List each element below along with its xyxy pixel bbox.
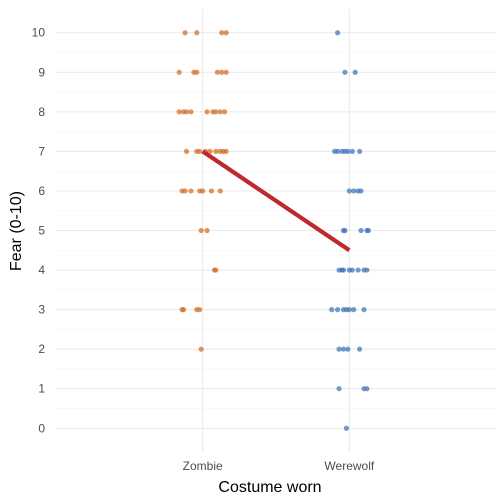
data-point-zombie — [198, 227, 204, 234]
data-point-werewolf — [364, 386, 370, 392]
mean-line — [201, 149, 351, 253]
data-point-werewolf — [345, 148, 351, 154]
y-axis-title: Fear (0-10) — [8, 191, 25, 271]
data-point-werewolf — [357, 148, 363, 154]
data-point-werewolf — [335, 307, 341, 313]
y-tick-label: 9 — [38, 65, 45, 79]
data-point-zombie — [204, 109, 210, 115]
data-point-werewolf — [358, 227, 364, 234]
data-point-zombie — [213, 148, 219, 154]
data-point-zombie — [188, 109, 194, 115]
x-tick-label: Werewolf — [324, 459, 374, 473]
y-tick-label: 8 — [38, 105, 45, 119]
y-axis-ticks: 0 1 2 3 4 5 6 7 8 9 10 — [32, 26, 46, 436]
data-point-werewolf — [358, 188, 364, 194]
data-point-zombie — [207, 148, 213, 154]
data-point-zombie — [217, 109, 223, 115]
y-tick-label: 2 — [38, 342, 45, 356]
data-point-werewolf — [342, 227, 348, 234]
data-point-zombie — [217, 188, 223, 194]
data-point-zombie — [198, 346, 204, 352]
data-point-zombie — [182, 30, 188, 36]
data-point-zombie — [194, 69, 200, 75]
data-point-zombie — [197, 148, 203, 154]
y-tick-label: 5 — [38, 224, 45, 238]
data-point-zombie — [222, 109, 228, 115]
data-point-werewolf — [351, 188, 357, 194]
data-point-werewolf — [346, 188, 352, 194]
data-point-zombie — [223, 30, 229, 36]
data-point-zombie — [213, 109, 219, 115]
data-point-werewolf — [335, 30, 341, 36]
y-tick-label: 3 — [38, 303, 45, 317]
data-point-werewolf — [357, 346, 363, 352]
data-point-werewolf — [336, 346, 342, 352]
data-point-zombie — [181, 307, 187, 313]
data-point-zombie — [213, 267, 219, 273]
data-point-zombie — [182, 188, 188, 194]
data-point-zombie — [219, 30, 225, 36]
data-point-werewolf — [349, 267, 355, 273]
data-point-zombie — [183, 148, 190, 154]
data-points — [176, 30, 371, 431]
data-point-werewolf — [351, 307, 357, 313]
data-point-werewolf — [340, 267, 347, 273]
grid — [56, 9, 496, 452]
data-point-werewolf — [343, 425, 349, 431]
data-point-zombie — [223, 148, 229, 154]
data-point-werewolf — [335, 148, 341, 154]
x-axis-ticks: Zombie Werewolf — [183, 459, 375, 473]
y-tick-label: 10 — [32, 26, 46, 40]
data-point-zombie — [208, 188, 215, 194]
y-tick-label: 7 — [38, 144, 45, 158]
data-point-werewolf — [340, 346, 347, 352]
mean-line-layer — [201, 149, 351, 253]
data-point-zombie — [214, 69, 220, 75]
data-point-zombie — [197, 307, 203, 313]
data-point-zombie — [204, 227, 210, 234]
data-point-zombie — [194, 30, 200, 36]
data-point-zombie — [176, 109, 182, 115]
data-point-werewolf — [329, 307, 335, 313]
y-tick-label: 0 — [38, 421, 45, 435]
data-point-werewolf — [346, 307, 352, 313]
data-point-werewolf — [361, 307, 367, 313]
x-tick-label: Zombie — [183, 459, 223, 473]
data-point-werewolf — [345, 346, 351, 352]
data-point-werewolf — [352, 69, 358, 75]
data-point-werewolf — [336, 386, 342, 392]
data-point-zombie — [176, 69, 182, 75]
data-point-werewolf — [365, 227, 371, 234]
data-point-werewolf — [364, 267, 370, 273]
data-point-zombie — [183, 109, 190, 115]
y-tick-label: 4 — [38, 263, 45, 277]
data-point-zombie — [223, 69, 229, 75]
data-point-zombie — [200, 188, 206, 194]
y-tick-label: 6 — [38, 184, 45, 198]
y-tick-label: 1 — [38, 382, 45, 396]
data-point-zombie — [219, 69, 225, 75]
data-point-werewolf — [349, 148, 355, 154]
data-point-werewolf — [342, 69, 348, 75]
data-point-werewolf — [355, 267, 361, 273]
data-point-zombie — [188, 188, 194, 194]
x-axis-title: Costume worn — [218, 479, 321, 496]
